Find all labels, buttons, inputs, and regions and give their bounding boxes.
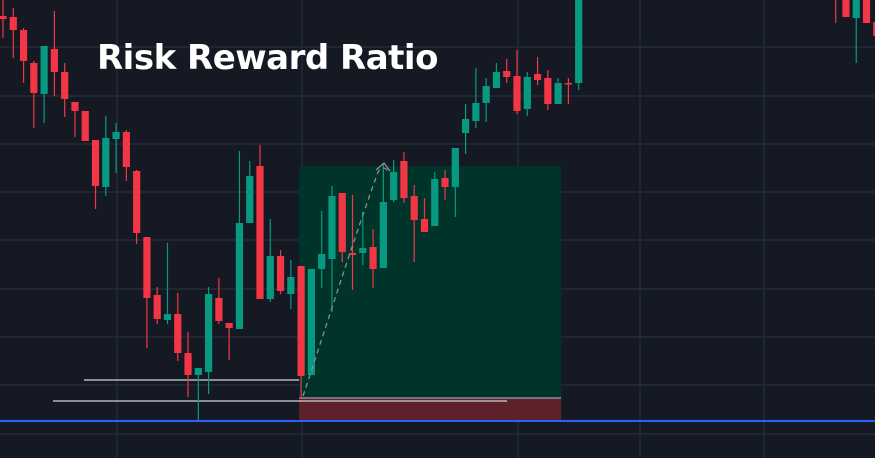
- candle-bullish: [852, 0, 860, 18]
- candle-bullish: [205, 294, 213, 372]
- candle-bullish: [359, 248, 367, 253]
- candle-bearish: [544, 78, 552, 104]
- candle-bullish: [287, 277, 295, 294]
- candle-bearish: [369, 247, 377, 269]
- candle-bearish: [276, 256, 285, 291]
- candle-bearish: [441, 178, 449, 187]
- candle-bearish: [564, 83, 572, 85]
- projection-arrow: [302, 167, 390, 397]
- candle-bearish: [61, 72, 69, 99]
- loss-zone: [299, 398, 562, 421]
- candle-bullish: [194, 368, 202, 375]
- candle-bearish: [174, 314, 182, 353]
- candle-bullish: [112, 132, 120, 139]
- candle-bearish: [410, 196, 418, 220]
- candle-bearish: [420, 219, 429, 232]
- candle-bearish: [9, 17, 17, 30]
- candle-bearish: [133, 171, 141, 233]
- candle-bullish: [318, 254, 326, 269]
- candle-bullish: [163, 314, 172, 320]
- candle-bullish: [40, 46, 48, 94]
- arrowhead-icon: [375, 162, 391, 172]
- candle-bearish: [153, 295, 161, 319]
- candle-bearish: [348, 253, 357, 255]
- candle-bearish: [862, 0, 871, 23]
- candle-bullish: [431, 179, 439, 226]
- candle-bullish: [462, 119, 470, 133]
- candle-bearish: [122, 132, 130, 167]
- candle-bullish: [554, 83, 562, 104]
- candle-bearish: [50, 49, 58, 72]
- candle-bearish: [297, 266, 305, 376]
- candle-bearish: [71, 102, 79, 111]
- candle-bearish: [513, 76, 521, 111]
- candle-bullish: [379, 202, 387, 268]
- candle-bearish: [19, 30, 28, 61]
- profit-zone: [299, 166, 562, 398]
- candle-bearish: [873, 22, 875, 36]
- candle-bullish: [102, 138, 110, 187]
- candle-bullish: [307, 269, 315, 375]
- candle-bearish: [533, 74, 542, 80]
- candle-bullish: [328, 196, 336, 259]
- candle-bearish: [81, 111, 89, 141]
- candle-bullish: [482, 86, 490, 103]
- candle-bearish: [503, 71, 511, 77]
- candle-bullish: [451, 148, 459, 187]
- candle-bearish: [215, 298, 223, 321]
- candle-bearish: [225, 323, 233, 328]
- candle-bullish: [492, 72, 501, 88]
- candle-bullish: [575, 0, 583, 83]
- candle-bullish: [235, 223, 244, 329]
- candle-bearish: [0, 16, 7, 19]
- candle-bearish: [184, 353, 192, 375]
- candle-bullish: [266, 256, 274, 299]
- chart-title: Risk Reward Ratio: [97, 38, 438, 78]
- candle-bearish: [842, 0, 850, 17]
- candle-bearish: [338, 193, 346, 252]
- candle-bearish: [143, 237, 151, 298]
- candle-bullish: [390, 172, 398, 200]
- candle-bullish: [472, 103, 480, 121]
- candle-bearish: [91, 140, 100, 186]
- candle-bearish: [400, 161, 408, 198]
- candle-bullish: [246, 176, 254, 223]
- candle-bullish: [523, 77, 531, 109]
- candle-bearish: [256, 166, 264, 299]
- candle-bearish: [30, 63, 38, 93]
